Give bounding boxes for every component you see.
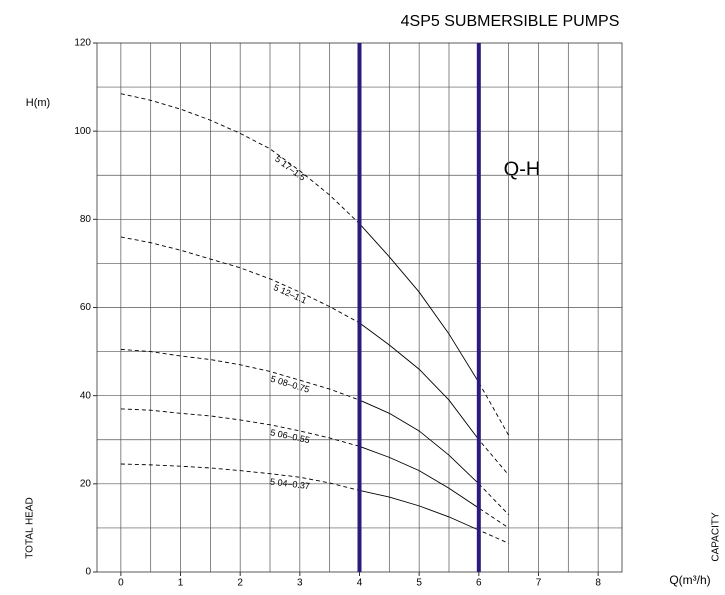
x-tick-label: 0 xyxy=(118,578,124,589)
curve-dashed xyxy=(120,93,510,436)
x-tick-label: 5 xyxy=(416,578,422,589)
x-tick-label: 8 xyxy=(595,578,601,589)
series-label: 5 04–0.37 xyxy=(270,477,311,492)
curve-solid xyxy=(359,445,479,509)
curve-solid xyxy=(359,489,479,531)
y-label: H(m) xyxy=(26,97,50,109)
x-tick-label: 3 xyxy=(297,578,303,589)
y-tick-label: 0 xyxy=(85,567,91,578)
curve-dashed xyxy=(120,348,509,516)
x-tick-label: 4 xyxy=(357,578,363,589)
x-tick-label: 1 xyxy=(178,578,184,589)
chart-title: 4SP5 SUBMERSIBLE PUMPS xyxy=(401,13,620,30)
curve-dashed xyxy=(120,463,509,544)
y-axis-title: TOTAL HEAD xyxy=(25,497,36,559)
curve-dashed xyxy=(120,408,509,529)
y-tick-label: 40 xyxy=(80,390,92,401)
y-tick-label: 100 xyxy=(74,126,91,137)
x-tick-label: 7 xyxy=(536,578,542,589)
curve-solid xyxy=(359,399,479,485)
x-tick-label: 6 xyxy=(476,578,482,589)
curve-solid xyxy=(359,322,479,441)
series-label: 5 12–1.1 xyxy=(272,282,308,305)
series-label: 5 17–1.5 xyxy=(273,154,307,183)
x-label: Q(m³/h) xyxy=(669,573,710,587)
x-tick-label: 2 xyxy=(237,578,243,589)
y-tick-label: 60 xyxy=(80,302,92,313)
annotation: Q-H xyxy=(504,158,541,180)
x-axis-title: CAPACITY xyxy=(711,512,722,562)
curve-solid xyxy=(359,223,479,384)
y-tick-label: 20 xyxy=(80,478,92,489)
y-tick-label: 80 xyxy=(80,214,92,225)
y-tick-label: 120 xyxy=(74,38,91,49)
series-label: 5 06–0.55 xyxy=(269,427,310,445)
